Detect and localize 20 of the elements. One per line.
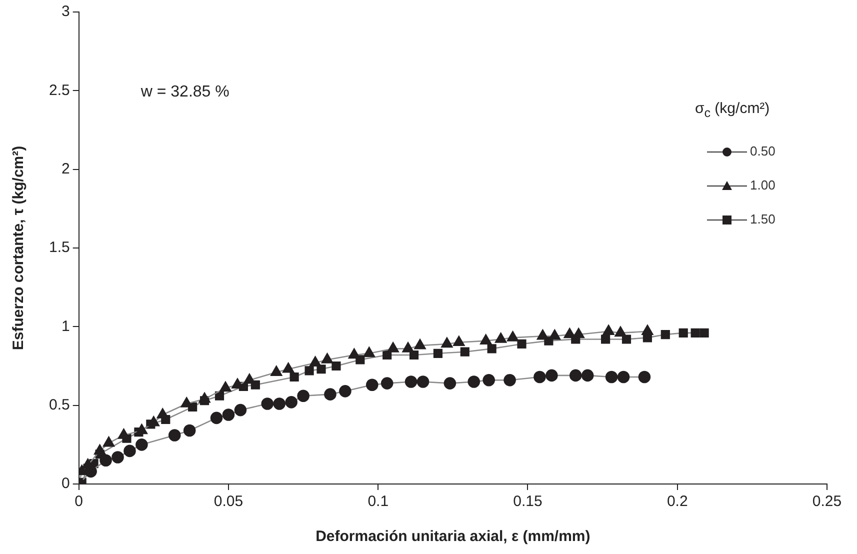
x-tick-label: 0	[74, 493, 84, 510]
y-axis-title: Esfuerzo cortante, τ (kg/cm²)	[10, 146, 28, 350]
legend-label: 0.50	[750, 144, 776, 159]
y-tick-label: 1	[62, 318, 70, 335]
y-tick-label: 0	[62, 475, 70, 492]
x-tick-label: 0.25	[812, 493, 842, 510]
x-tick-label: 0.2	[666, 493, 688, 510]
x-tick-label: 0.15	[513, 493, 542, 510]
legend-label: 1.50	[750, 212, 776, 227]
x-tick-label: 0.1	[368, 493, 389, 510]
legend-label: 1.00	[750, 178, 776, 193]
legend-title: σ$_{c}$ (kg/cm²)	[695, 100, 770, 120]
x-axis-title: Deformación unitaria axial, ε (mm/mm)	[316, 528, 590, 546]
y-tick-label: 1.5	[48, 239, 70, 256]
annotation: w = 32.85 %	[140, 83, 230, 100]
y-tick-label: 2	[62, 160, 70, 178]
y-tick-label: 0.5	[48, 396, 70, 414]
y-tick-label: 2.5	[48, 82, 70, 99]
y-tick-label: 3	[62, 3, 70, 20]
x-tick-label: 0.05	[214, 493, 244, 510]
